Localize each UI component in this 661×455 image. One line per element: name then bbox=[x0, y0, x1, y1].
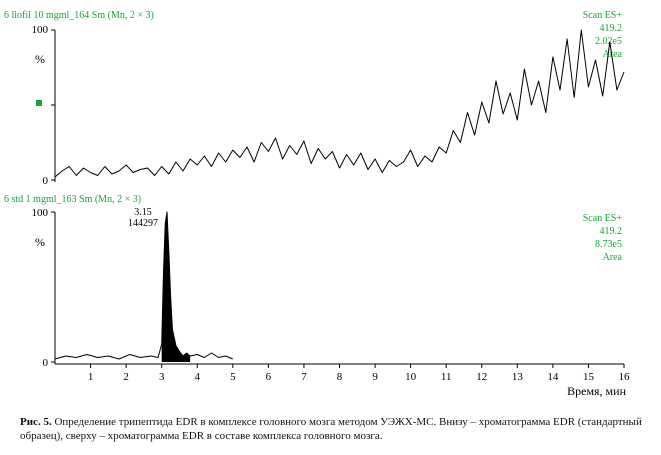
bottom-y-label: % bbox=[35, 235, 45, 249]
x-tick-label-3: 3 bbox=[159, 371, 165, 383]
peak-label-area: 144297 bbox=[128, 218, 158, 229]
bottom-info-scan: Scan ES+ bbox=[583, 213, 623, 224]
bottom-info-mass: 419.2 bbox=[600, 226, 623, 237]
bottom-y-tick-100: 100 bbox=[32, 207, 49, 219]
top-y-label: % bbox=[35, 52, 45, 66]
top-info-mass: 419.2 bbox=[600, 23, 623, 34]
top-series-line-0 bbox=[54, 29, 625, 178]
bottom-series-line-0 bbox=[54, 211, 233, 360]
chromatogram-figure: 6 liofil 10 mgml_164 Sm (Mn, 2 × 3) Scan… bbox=[4, 10, 630, 398]
bottom-peak-fill bbox=[161, 212, 191, 362]
caption-prefix: Рис. 5. bbox=[20, 416, 52, 428]
x-ticks: 1 2 3 4 5 6 7 8 9 10 11 12 13 14 15 16 bbox=[88, 364, 630, 383]
x-tick-label-10: 10 bbox=[405, 371, 417, 383]
bottom-plot-area bbox=[54, 211, 233, 362]
bottom-chart-title: 6 std 1 mgml_163 Sm (Mn, 2 × 3) bbox=[4, 194, 141, 205]
top-info-intensity: 2.02e5 bbox=[595, 36, 622, 47]
bottom-info-area: Area bbox=[603, 252, 623, 263]
x-tick-label-13: 13 bbox=[512, 371, 524, 383]
bottom-chromatogram: 6 std 1 mgml_163 Sm (Mn, 2 × 3) Scan ES+… bbox=[4, 194, 623, 369]
x-tick-label-4: 4 bbox=[195, 371, 201, 383]
bottom-info-block: Scan ES+ 419.2 8.73e5 Area bbox=[583, 213, 623, 263]
top-y-tick-0: 0 bbox=[43, 175, 49, 187]
peak-label-rt: 3.15 bbox=[134, 207, 152, 218]
top-chromatogram: 6 liofil 10 mgml_164 Sm (Mn, 2 × 3) Scan… bbox=[4, 10, 625, 187]
x-tick-label-15: 15 bbox=[583, 371, 595, 383]
x-tick-label-14: 14 bbox=[547, 371, 559, 383]
x-tick-label-12: 12 bbox=[476, 371, 487, 383]
x-axis: 1 2 3 4 5 6 7 8 9 10 11 12 13 14 15 16 Время, мин bbox=[55, 363, 630, 398]
top-plot-area bbox=[54, 29, 625, 178]
x-tick-label-11: 11 bbox=[441, 371, 452, 383]
x-axis-label: Время, мин bbox=[567, 384, 626, 398]
x-tick-label-7: 7 bbox=[301, 371, 307, 383]
bottom-y-tick-0: 0 bbox=[43, 357, 49, 369]
bottom-info-intensity: 8.73e5 bbox=[595, 239, 622, 250]
top-info-scan: Scan ES+ bbox=[583, 10, 623, 21]
figure-caption: Рис. 5. Определение трипептида EDR в ком… bbox=[20, 415, 650, 443]
caption-text: Определение трипептида EDR в комплексе г… bbox=[20, 416, 642, 442]
top-chart-title: 6 liofil 10 mgml_164 Sm (Mn, 2 × 3) bbox=[4, 10, 154, 21]
top-y-tick-100: 100 bbox=[32, 24, 49, 36]
x-tick-label-5: 5 bbox=[230, 371, 236, 383]
x-tick-label-16: 16 bbox=[619, 371, 631, 383]
top-info-block: Scan ES+ 419.2 2.02e5 Area bbox=[583, 10, 623, 60]
top-green-marker bbox=[36, 100, 42, 106]
x-tick-label-2: 2 bbox=[123, 371, 129, 383]
x-tick-label-6: 6 bbox=[266, 371, 272, 383]
x-tick-label-8: 8 bbox=[337, 371, 343, 383]
x-tick-label-9: 9 bbox=[372, 371, 378, 383]
top-info-area: Area bbox=[603, 49, 623, 60]
x-tick-label-1: 1 bbox=[88, 371, 94, 383]
